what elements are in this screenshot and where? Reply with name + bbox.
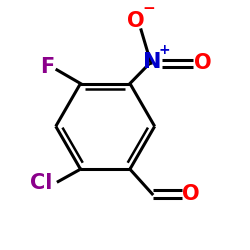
Text: +: + — [159, 43, 170, 57]
Text: Cl: Cl — [30, 173, 52, 193]
Text: O: O — [194, 53, 212, 73]
Text: −: − — [142, 1, 155, 16]
Text: O: O — [127, 11, 145, 31]
Text: F: F — [40, 58, 54, 78]
Text: N: N — [143, 52, 162, 72]
Text: O: O — [182, 184, 199, 204]
